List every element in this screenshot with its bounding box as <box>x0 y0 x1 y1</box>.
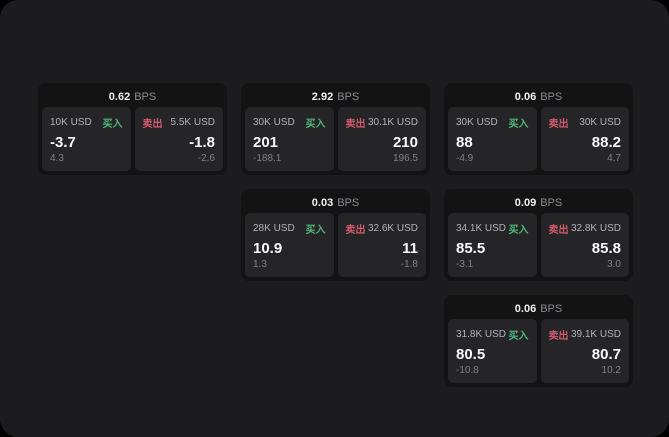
sell-size: 39.1K USD <box>570 329 621 340</box>
buy-side-label: 买入 <box>305 119 326 130</box>
bps-value: 0.62 <box>108 90 131 103</box>
sell-delta: 3.0 <box>607 259 621 270</box>
sell-value: 11 <box>402 240 418 257</box>
buy-value: -3.7 <box>50 134 76 151</box>
sell-value: 85.8 <box>591 240 621 257</box>
bps-value: 0.06 <box>514 90 537 103</box>
buy-pane[interactable]: 30K USD 买入 88 -4.9 <box>448 107 537 171</box>
buy-value: 85.5 <box>456 240 486 257</box>
buy-size: 30K USD <box>253 117 295 128</box>
side-panes: 28K USD 买入 10.9 1.3 卖出 32.6K USD 11 -1.8 <box>245 213 426 277</box>
buy-side-label: 买入 <box>305 225 326 236</box>
buy-size: 28K USD <box>253 223 295 234</box>
sell-pane[interactable]: 卖出 32.6K USD 11 -1.8 <box>337 213 426 277</box>
buy-side-label: 买入 <box>508 225 529 236</box>
side-panes: 30K USD 买入 201 -188.1 卖出 30.1K USD 210 1… <box>245 107 426 171</box>
sell-size: 32.6K USD <box>367 223 418 234</box>
side-panes: 31.8K USD 买入 80.5 -10.8 卖出 39.1K USD 80.… <box>448 319 629 383</box>
buy-size: 30K USD <box>456 117 498 128</box>
bps-header: 0.03 BPS <box>245 192 426 213</box>
bps-unit-label: BPS <box>337 196 360 209</box>
bps-value: 2.92 <box>311 90 334 103</box>
buy-delta: -188.1 <box>253 153 282 164</box>
buy-side-label: 买入 <box>508 119 529 130</box>
buy-size: 31.8K USD <box>456 329 507 340</box>
quote-card-3[interactable]: 0.06 BPS 30K USD 买入 88 -4.9 卖出 30K USD <box>444 83 633 175</box>
quote-card-4[interactable]: 0.03 BPS 28K USD 买入 10.9 1.3 卖出 32.6K US… <box>241 189 430 281</box>
sell-side-label: 卖出 <box>345 225 366 236</box>
sell-delta: 10.2 <box>601 365 621 376</box>
buy-side-label: 买入 <box>102 119 123 130</box>
sell-size: 32.8K USD <box>570 223 621 234</box>
bps-unit-label: BPS <box>540 90 563 103</box>
buy-value: 10.9 <box>253 240 283 257</box>
buy-pane[interactable]: 28K USD 买入 10.9 1.3 <box>245 213 334 277</box>
buy-pane[interactable]: 31.8K USD 买入 80.5 -10.8 <box>448 319 537 383</box>
bps-header: 0.62 BPS <box>42 86 223 107</box>
sell-side-label: 卖出 <box>548 119 569 130</box>
quote-card-6[interactable]: 0.06 BPS 31.8K USD 买入 80.5 -10.8 卖出 39.1… <box>444 295 633 387</box>
sell-pane[interactable]: 卖出 30.1K USD 210 196.5 <box>337 107 426 171</box>
sell-side-label: 卖出 <box>142 119 163 130</box>
sell-size: 5.5K USD <box>170 117 215 128</box>
buy-delta: -3.1 <box>456 259 474 270</box>
sell-pane[interactable]: 卖出 30K USD 88.2 4.7 <box>540 107 629 171</box>
buy-size: 34.1K USD <box>456 223 507 234</box>
sell-size: 30K USD <box>579 117 621 128</box>
buy-value: 201 <box>253 134 279 151</box>
sell-delta: 196.5 <box>392 153 418 164</box>
quote-card-5[interactable]: 0.09 BPS 34.1K USD 买入 85.5 -3.1 卖出 32.8K… <box>444 189 633 281</box>
bps-unit-label: BPS <box>134 90 157 103</box>
sell-pane[interactable]: 卖出 32.8K USD 85.8 3.0 <box>540 213 629 277</box>
buy-delta: 1.3 <box>253 259 267 270</box>
sell-pane[interactable]: 卖出 5.5K USD -1.8 -2.6 <box>134 107 223 171</box>
sell-delta: -1.8 <box>400 259 418 270</box>
bps-header: 0.09 BPS <box>448 192 629 213</box>
buy-pane[interactable]: 34.1K USD 买入 85.5 -3.1 <box>448 213 537 277</box>
bps-header: 0.06 BPS <box>448 86 629 107</box>
bps-header: 0.06 BPS <box>448 298 629 319</box>
side-panes: 10K USD 买入 -3.7 4.3 卖出 5.5K USD -1.8 -2.… <box>42 107 223 171</box>
quote-card-1[interactable]: 0.62 BPS 10K USD 买入 -3.7 4.3 卖出 5.5K USD <box>38 83 227 175</box>
sell-value: -1.8 <box>189 134 215 151</box>
sell-value: 80.7 <box>591 346 621 363</box>
bps-unit-label: BPS <box>540 196 563 209</box>
bps-value: 0.09 <box>514 196 537 209</box>
quote-card-2[interactable]: 2.92 BPS 30K USD 买入 201 -188.1 卖出 30.1K … <box>241 83 430 175</box>
side-panes: 30K USD 买入 88 -4.9 卖出 30K USD 88.2 4.7 <box>448 107 629 171</box>
bps-unit-label: BPS <box>540 302 563 315</box>
buy-pane[interactable]: 10K USD 买入 -3.7 4.3 <box>42 107 131 171</box>
bps-value: 0.06 <box>514 302 537 315</box>
sell-side-label: 卖出 <box>345 119 366 130</box>
sell-side-label: 卖出 <box>548 225 569 236</box>
sell-size: 30.1K USD <box>367 117 418 128</box>
buy-value: 88 <box>456 134 473 151</box>
bps-value: 0.03 <box>311 196 334 209</box>
sell-pane[interactable]: 卖出 39.1K USD 80.7 10.2 <box>540 319 629 383</box>
sell-value: 210 <box>392 134 418 151</box>
buy-delta: 4.3 <box>50 153 64 164</box>
sell-delta: -2.6 <box>197 153 215 164</box>
buy-delta: -10.8 <box>456 365 479 376</box>
sell-delta: 4.7 <box>607 153 621 164</box>
buy-value: 80.5 <box>456 346 486 363</box>
bps-unit-label: BPS <box>337 90 360 103</box>
sell-side-label: 卖出 <box>548 331 569 342</box>
buy-size: 10K USD <box>50 117 92 128</box>
quote-card-grid: 0.62 BPS 10K USD 买入 -3.7 4.3 卖出 5.5K USD <box>38 83 633 387</box>
side-panes: 34.1K USD 买入 85.5 -3.1 卖出 32.8K USD 85.8… <box>448 213 629 277</box>
buy-pane[interactable]: 30K USD 买入 201 -188.1 <box>245 107 334 171</box>
buy-side-label: 买入 <box>508 331 529 342</box>
buy-delta: -4.9 <box>456 153 474 164</box>
bps-header: 2.92 BPS <box>245 86 426 107</box>
sell-value: 88.2 <box>591 134 621 151</box>
